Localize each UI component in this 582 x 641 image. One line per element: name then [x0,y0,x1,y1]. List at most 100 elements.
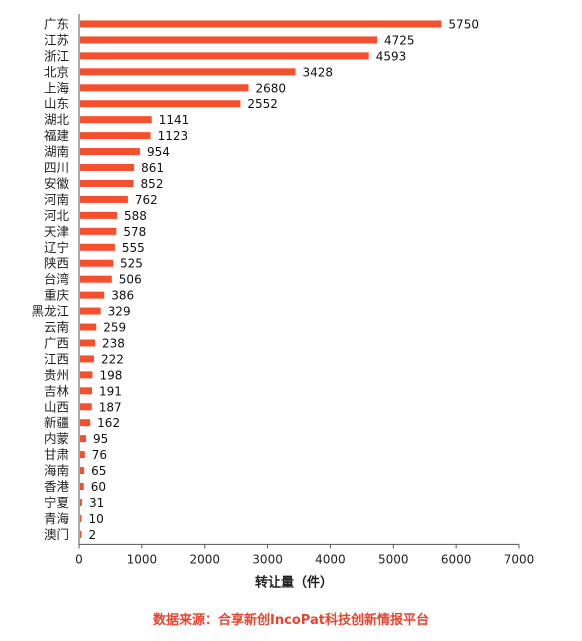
value-label-20: 238 [102,336,125,350]
value-label-0: 5750 [448,17,479,31]
value-label-31: 10 [89,512,104,526]
value-label-9: 861 [141,161,164,175]
category-label-6: 湖北 [44,112,70,127]
category-label-1: 江苏 [44,32,69,47]
value-label-8: 954 [147,145,170,159]
bar-17 [80,291,105,299]
category-label-5: 山东 [44,96,69,111]
bar-24 [80,403,92,411]
bar-2 [80,52,369,60]
bar-27 [80,451,85,459]
category-label-10: 安徽 [44,176,70,191]
value-label-14: 555 [122,241,145,255]
category-label-22: 贵州 [44,367,69,382]
category-label-11: 河南 [44,192,69,207]
value-label-21: 222 [101,352,124,366]
bar-28 [80,467,85,475]
bars-group [80,20,442,538]
value-label-7: 1123 [158,129,189,143]
value-label-4: 2680 [255,81,286,95]
x-tick-label-5: 5000 [378,552,409,566]
value-label-1: 4725 [384,33,415,47]
bar-9 [80,164,135,172]
category-label-4: 上海 [44,80,70,95]
value-label-6: 1141 [159,113,190,127]
bar-23 [80,387,93,395]
bar-chart: 广东江苏浙江北京上海山东湖北福建湖南四川安徽河南河北天津辽宁陕西台湾重庆黑龙江云… [31,14,535,590]
value-label-16: 506 [119,273,142,287]
category-label-0: 广东 [44,16,69,31]
bar-30 [80,498,82,506]
value-label-2: 4593 [376,49,407,63]
bar-11 [80,195,128,203]
category-label-9: 四川 [44,160,69,175]
bar-4 [80,84,249,92]
x-tick-label-6: 6000 [441,552,472,566]
bar-16 [80,275,112,283]
x-tick-label-2: 2000 [189,552,220,566]
bar-29 [80,483,84,491]
bar-1 [80,36,377,44]
bar-3 [80,68,296,76]
category-label-23: 吉林 [44,383,70,398]
value-label-10: 852 [141,177,164,191]
value-label-25: 162 [97,416,120,430]
bar-20 [80,339,95,347]
bar-10 [80,179,134,187]
category-label-19: 云南 [44,320,69,335]
category-label-20: 广西 [44,335,69,350]
category-label-24: 山西 [44,399,69,414]
category-label-12: 河北 [44,208,70,223]
x-tick-label-0: 0 [75,552,83,566]
value-label-30: 31 [89,496,104,510]
source-caption: 数据来源：合享新创IncoPat科技创新情报平台 [153,613,429,628]
category-label-15: 陕西 [44,256,69,271]
category-label-26: 内蒙 [44,431,69,446]
value-label-18: 329 [108,305,131,319]
category-label-30: 宁夏 [44,495,70,510]
bar-14 [80,243,115,251]
value-label-28: 65 [91,464,106,478]
x-axis-title: 转让量（件） [255,574,333,590]
category-label-16: 台湾 [44,272,69,287]
bar-0 [80,20,442,28]
value-label-24: 187 [99,400,122,414]
bar-15 [80,259,113,267]
category-label-17: 重庆 [44,288,70,303]
x-tick-label-4: 4000 [315,552,346,566]
value-label-13: 578 [123,225,146,239]
bar-31 [80,514,82,522]
bar-18 [80,307,101,315]
category-label-8: 湖南 [44,144,69,159]
bar-25 [80,419,91,427]
bar-26 [80,435,86,443]
category-label-28: 海南 [44,463,69,478]
category-label-32: 澳门 [44,527,69,542]
value-label-5: 2552 [247,97,278,111]
category-label-21: 江西 [44,351,69,366]
category-label-31: 青海 [44,511,70,526]
value-label-26: 95 [93,432,108,446]
value-label-29: 60 [91,480,106,494]
bar-6 [80,116,152,124]
value-label-19: 259 [103,321,126,335]
value-labels-group: 5750 4725 4593 3428 2680 2552 1141 1123 954 861 85… [89,17,479,541]
value-label-22: 198 [99,368,122,382]
x-tick-label-3: 3000 [252,552,283,566]
bar-21 [80,355,94,363]
bar-22 [80,371,93,379]
bar-12 [80,211,117,219]
value-label-11: 762 [135,193,158,207]
x-tick-label-7: 7000 [504,552,535,566]
bar-8 [80,148,140,156]
value-label-12: 588 [124,209,147,223]
value-label-23: 191 [99,384,122,398]
category-label-3: 北京 [44,64,69,79]
category-label-29: 香港 [44,479,70,494]
value-label-3: 3428 [302,65,333,79]
category-label-7: 福建 [44,128,70,143]
category-label-25: 新疆 [44,415,69,430]
bar-32 [80,530,82,538]
bar-19 [80,323,97,331]
bar-7 [80,132,151,140]
